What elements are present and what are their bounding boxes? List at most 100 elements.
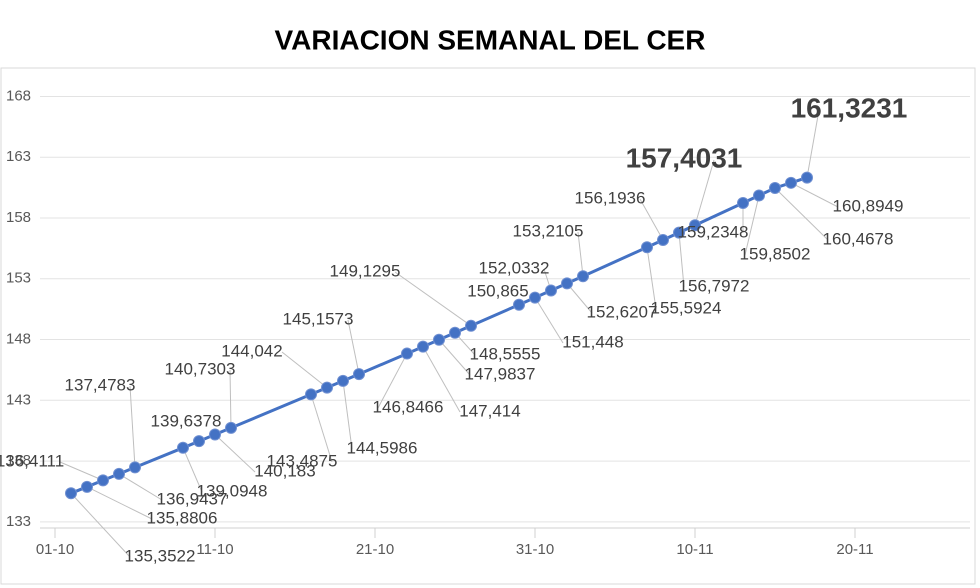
marker: [97, 474, 109, 487]
marker: [769, 182, 781, 195]
leader-line: [744, 195, 760, 256]
data-label: 156,1936: [575, 188, 646, 207]
leader-line: [790, 182, 839, 208]
y-tick-label: 163: [6, 148, 31, 165]
data-label: 144,5986: [347, 438, 418, 457]
marker: [209, 428, 221, 441]
data-label: 160,8949: [833, 196, 904, 215]
marker: [225, 421, 237, 434]
x-tick-label: 01-10: [36, 541, 74, 558]
marker: [321, 381, 333, 394]
marker: [657, 233, 669, 246]
data-label: 160,4678: [823, 229, 894, 248]
x-tick-label: 20-11: [836, 541, 873, 558]
data-label: 157,4031: [626, 142, 743, 173]
data-label: 135,8806: [147, 508, 218, 527]
y-tick-label: 153: [6, 270, 31, 287]
y-tick-label: 158: [6, 209, 31, 226]
marker: [81, 480, 93, 493]
chart-title: VARIACION SEMANAL DEL CER: [275, 24, 706, 55]
y-tick-label: 138: [6, 452, 31, 469]
marker: [801, 171, 813, 184]
data-label: 143,4875: [267, 451, 338, 470]
leader-line: [377, 353, 408, 409]
marker: [577, 270, 589, 283]
leader-line: [438, 339, 471, 376]
data-label: 139,6378: [151, 411, 222, 430]
marker: [753, 189, 765, 202]
y-tick-label: 143: [6, 391, 31, 408]
leader-line: [229, 369, 232, 428]
leader-line: [678, 232, 685, 288]
data-label: 155,5924: [651, 298, 722, 317]
y-tick-label: 148: [6, 331, 31, 348]
marker: [785, 176, 797, 189]
marker: [529, 291, 541, 304]
plot-frame: [0, 67, 976, 585]
marker: [641, 241, 653, 254]
marker: [465, 319, 477, 332]
data-label: 159,8502: [740, 244, 811, 263]
leader-line: [310, 394, 333, 463]
data-label: 140,7303: [165, 359, 236, 378]
data-label: 136,4111: [0, 451, 64, 470]
data-label: 149,1295: [330, 261, 401, 280]
marker: [113, 467, 125, 480]
y-tick-label: 168: [6, 87, 31, 104]
data-label: 156,7972: [679, 276, 750, 295]
marker: [129, 461, 141, 474]
leader-line: [394, 271, 472, 327]
marker: [449, 326, 461, 339]
data-label: 161,3231: [791, 92, 908, 123]
marker: [433, 333, 445, 346]
x-tick-label: 10-11: [676, 541, 713, 558]
marker: [305, 388, 317, 401]
leader-line: [70, 492, 131, 558]
leader-line: [806, 109, 820, 178]
marker: [513, 298, 525, 311]
data-label: 139,0948: [197, 481, 268, 500]
leader-line: [646, 247, 657, 310]
leader-line: [774, 187, 829, 241]
data-label: 147,9837: [465, 364, 536, 383]
data-label: 152,6207: [587, 302, 658, 321]
x-tick-label: 11-10: [196, 541, 233, 558]
marker: [673, 226, 685, 239]
marker: [561, 277, 573, 290]
data-label: 147,414: [459, 401, 520, 420]
data-label: 135,3522: [125, 546, 196, 565]
leader-line: [694, 159, 715, 226]
marker: [177, 441, 189, 454]
data-label: 151,448: [562, 332, 623, 351]
y-tick-label: 133: [6, 513, 31, 530]
marker: [689, 219, 701, 232]
data-label: 137,4783: [65, 375, 136, 394]
leader-line: [214, 434, 256, 473]
leader-line: [281, 351, 328, 389]
leader-line: [86, 486, 153, 520]
leader-line: [347, 319, 360, 375]
leader-line: [342, 380, 353, 450]
leader-line: [59, 461, 104, 481]
leader-line: [566, 283, 593, 314]
data-label: 136,9437: [157, 489, 228, 508]
marker: [193, 435, 205, 448]
marker: [337, 374, 349, 387]
data-label: 153,2105: [513, 221, 584, 240]
leader-line: [118, 473, 163, 501]
marker: [737, 196, 749, 209]
leader-line: [182, 447, 203, 493]
leader-line: [422, 346, 461, 413]
leader-line: [577, 231, 584, 277]
marker: [417, 340, 429, 353]
data-label: 150,865: [467, 281, 528, 300]
data-label: 145,1573: [283, 309, 354, 328]
data-label: 146,8466: [373, 397, 444, 416]
leader-line: [639, 198, 664, 241]
data-label: 140,183: [254, 461, 315, 480]
data-label: 144,042: [221, 341, 282, 360]
data-label: 148,5555: [470, 344, 541, 363]
x-tick-label: 31-10: [516, 541, 554, 558]
data-label: 159,2348: [678, 222, 749, 241]
